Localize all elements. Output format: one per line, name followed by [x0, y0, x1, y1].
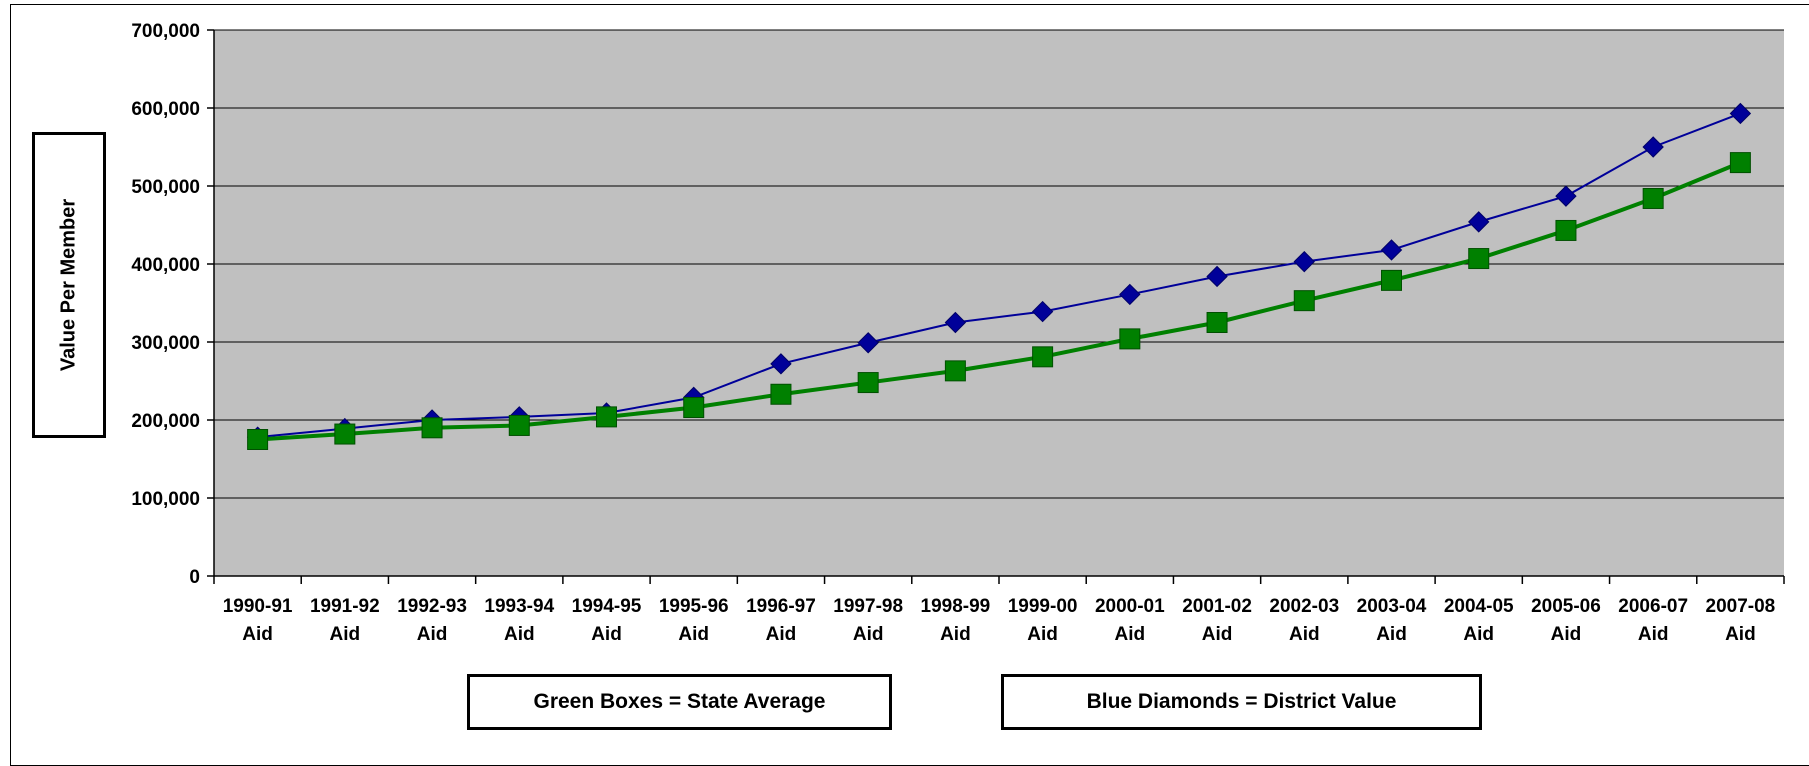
x-tick-label: Aid: [1289, 624, 1320, 645]
x-tick-label: Aid: [1115, 624, 1146, 645]
y-tick-label: 0: [189, 567, 200, 588]
x-tick-label: Aid: [330, 624, 361, 645]
y-tick-label: 400,000: [131, 255, 200, 276]
x-tick-label: 2000-01: [1095, 596, 1165, 617]
data-point-square: [508, 414, 530, 436]
y-tick-label: 200,000: [131, 411, 200, 432]
data-point-diamond: [1380, 239, 1403, 261]
x-tick-label: 1991-92: [310, 596, 380, 617]
data-point-square: [247, 429, 269, 450]
data-point-square: [1642, 187, 1664, 209]
data-point-diamond: [1555, 185, 1577, 207]
data-point-diamond: [944, 311, 967, 334]
data-point-diamond: [1468, 211, 1490, 233]
x-tick-label: Aid: [1725, 624, 1756, 645]
x-tick-label: 1998-99: [921, 596, 991, 617]
data-point-square: [421, 417, 443, 439]
axes: 0 100,000 200,000 300,000 400,000 500,000 600,…: [131, 21, 1785, 645]
series-layer: [246, 102, 1752, 450]
grid-lines: [214, 29, 1784, 499]
y-tick-label: 100,000: [131, 489, 200, 510]
x-tick-label: Aid: [766, 624, 797, 645]
x-tick-label: Aid: [678, 624, 709, 645]
x-tick-label: Aid: [1027, 624, 1058, 645]
legend-state-average: Green Boxes = State Average: [467, 674, 892, 730]
x-tick-label: 2003-04: [1357, 596, 1427, 617]
x-tick-label: 1999-00: [1008, 596, 1078, 617]
x-tick-label: 1990-91: [223, 596, 293, 617]
line-chart: 0 100,000 200,000 300,000 400,000 500,000 600,…: [131, 21, 1785, 645]
data-point-square: [1293, 290, 1315, 312]
data-point-square: [334, 423, 356, 445]
data-point-diamond: [770, 353, 792, 375]
data-point-diamond: [1642, 136, 1664, 158]
data-point-square: [1729, 152, 1751, 174]
data-point-diamond: [1119, 283, 1141, 306]
y-axis-title: Value Per Member: [57, 198, 80, 372]
x-tick-label: Aid: [853, 624, 884, 645]
y-tick-label: 600,000: [131, 99, 200, 120]
data-point-diamond: [857, 332, 879, 354]
x-tick-label: Aid: [1551, 624, 1582, 645]
series-line-state: [257, 160, 1742, 442]
x-tick-label: 1996-97: [746, 596, 816, 617]
x-tick-label: Aid: [1202, 624, 1233, 645]
data-point-square: [944, 360, 966, 382]
data-point-square: [1381, 269, 1402, 291]
x-tick-label: 2005-06: [1531, 596, 1601, 617]
series-state: [247, 152, 1751, 450]
x-tick-label: 2001-02: [1182, 596, 1252, 617]
y-tick-label: 300,000: [131, 333, 200, 354]
data-point-square: [857, 372, 879, 394]
x-tick-label: 1993-94: [484, 596, 554, 617]
data-point-diamond: [1206, 265, 1228, 288]
x-tick-label: 2002-03: [1269, 596, 1339, 617]
data-point-square: [1119, 328, 1141, 350]
x-tick-label: 1992-93: [397, 596, 467, 617]
data-point-diamond: [1031, 300, 1054, 323]
x-tick-label: Aid: [1376, 624, 1407, 645]
y-axis-title-box: Value Per Member: [32, 132, 106, 438]
x-tick-label: 1995-96: [659, 596, 729, 617]
y-tick-label: 500,000: [131, 177, 200, 198]
x-tick-label: Aid: [242, 624, 273, 645]
series-line-district: [257, 112, 1741, 439]
data-point-diamond: [1729, 102, 1752, 125]
x-tick-label: Aid: [417, 624, 448, 645]
data-point-square: [683, 397, 705, 419]
x-tick-label: 2007-08: [1706, 596, 1776, 617]
x-tick-label: 1994-95: [572, 596, 642, 617]
data-point-square: [770, 383, 792, 405]
data-point-square: [1206, 312, 1228, 333]
legend-district-value: Blue Diamonds = District Value: [1001, 674, 1482, 730]
data-point-square: [1032, 346, 1054, 368]
data-point-diamond: [1293, 250, 1315, 273]
x-tick-label: 2004-05: [1444, 596, 1514, 617]
data-point-square: [1468, 248, 1490, 270]
x-tick-label: Aid: [504, 624, 535, 645]
x-tick-label: Aid: [591, 624, 622, 645]
x-tick-label: Aid: [1463, 624, 1494, 645]
data-point-square: [1555, 219, 1577, 241]
data-point-square: [596, 406, 617, 428]
plot-area: [214, 30, 1784, 576]
y-tick-label: 700,000: [131, 21, 200, 42]
x-tick-label: 1997-98: [833, 596, 903, 617]
x-tick-label: Aid: [1638, 624, 1669, 645]
x-tick-label: Aid: [940, 624, 971, 645]
x-tick-label: 2006-07: [1618, 596, 1688, 617]
